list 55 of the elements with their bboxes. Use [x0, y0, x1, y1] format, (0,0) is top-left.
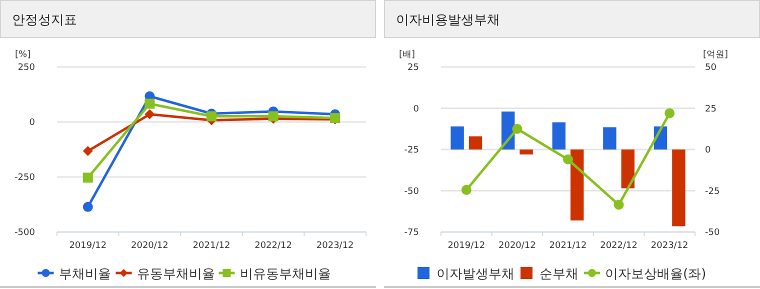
x-tick-label: 2021/12	[192, 241, 230, 251]
point	[206, 111, 216, 122]
y-tick-label: -500	[14, 228, 36, 238]
y-tick-label: -25	[404, 146, 419, 156]
y-tick-label: -75	[404, 228, 419, 238]
y-tick-label: -50	[404, 186, 420, 197]
legend-label: 이자발생부채	[436, 267, 514, 282]
y-tick-label: 250	[18, 63, 36, 73]
point	[144, 109, 155, 120]
y-axis-title: [%]	[15, 50, 31, 60]
bar	[520, 150, 533, 154]
x-tick-label: 2019/12	[448, 241, 486, 251]
y2-tick-label: -50	[705, 228, 720, 238]
legend-label: 부채비율	[58, 267, 111, 282]
x-tick-label: 2022/12	[254, 241, 292, 251]
y-tick-label: 0	[413, 104, 420, 114]
chart-title: 이자비용발생부채	[396, 13, 500, 28]
bar	[552, 122, 566, 150]
point	[461, 184, 472, 195]
point	[664, 108, 675, 118]
y-tick-label: -250	[14, 173, 36, 183]
x-tick-label: 2019/12	[69, 241, 107, 251]
point	[512, 124, 522, 134]
x-tick-label: 2023/12	[316, 241, 354, 251]
point	[563, 154, 573, 164]
point	[268, 111, 278, 122]
y2-axis-title: [억원]	[703, 50, 728, 60]
bar	[672, 150, 686, 226]
bar	[468, 136, 482, 150]
x-tick-label: 2020/12	[498, 241, 536, 251]
point	[144, 98, 155, 109]
bar	[450, 126, 464, 150]
x-tick-label: 2023/12	[650, 241, 688, 251]
legend-label: 유동부채비율	[136, 267, 215, 282]
y2-tick-label: 50	[705, 63, 717, 73]
x-tick-label: 2020/12	[131, 241, 168, 251]
bar	[621, 150, 635, 188]
y-tick-label: 25	[408, 63, 419, 73]
chart-title: 안정성지표	[12, 13, 77, 28]
y-axis-title: [배]	[399, 50, 416, 60]
legend-label: 비유동부채비율	[240, 267, 331, 282]
legend-label: 이자보상배율(좌)	[605, 267, 706, 282]
y2-tick-label: -25	[705, 186, 720, 197]
y2-tick-label: 0	[705, 146, 711, 156]
point	[82, 146, 93, 156]
y-tick-label: 0	[29, 118, 36, 128]
y2-tick-label: 25	[705, 104, 716, 114]
legend-label: 순부채	[540, 267, 578, 282]
point	[82, 202, 93, 212]
bar	[570, 150, 584, 220]
point	[82, 172, 93, 183]
bar	[603, 127, 616, 150]
x-tick-label: 2021/12	[549, 241, 587, 251]
x-tick-label: 2022/12	[600, 241, 638, 251]
point	[614, 200, 624, 210]
